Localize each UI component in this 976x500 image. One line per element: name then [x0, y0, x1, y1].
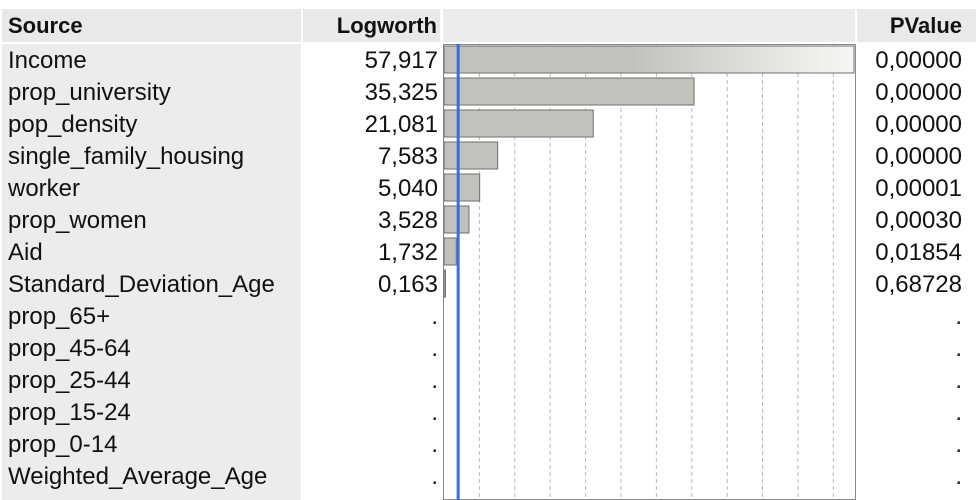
logworth-column-header[interactable]: Logworth	[303, 9, 440, 42]
logworth-plot-header	[443, 9, 855, 42]
source-column: Income prop_university pop_density single_f…	[2, 44, 301, 500]
source-cell[interactable]: prop_65+	[8, 303, 111, 330]
source-cell[interactable]: prop_women	[8, 207, 147, 234]
logworth-cell: .	[431, 303, 438, 330]
logworth-cell: .	[431, 463, 438, 490]
pvalue-cell: 0,00000	[875, 79, 962, 106]
source-cell[interactable]: pop_density	[8, 111, 138, 138]
logworth-cell: 1,732	[377, 239, 438, 266]
logworth-cell: .	[431, 335, 438, 362]
source-column-header[interactable]: Source	[2, 9, 301, 42]
pvalue-cell: .	[955, 463, 962, 490]
logworth-cell: 57,917	[364, 47, 438, 74]
bar-aid	[443, 237, 457, 266]
logworth-cell: .	[431, 367, 438, 394]
logworth-column: 57,917 35,325 21,081 7,583 5,040 3,528 1,732 0,…	[303, 44, 438, 500]
logworth-cell: 5,040	[377, 175, 438, 202]
source-cell[interactable]: Income	[8, 47, 87, 74]
bar-single-family-housing	[443, 141, 499, 170]
logworth-cell: 21,081	[364, 111, 438, 138]
logworth-cell: 35,325	[364, 79, 438, 106]
pvalue-cell: .	[955, 367, 962, 394]
bar-prop-university	[443, 77, 695, 106]
source-cell[interactable]: Aid	[8, 239, 43, 266]
source-cell[interactable]: prop_15-24	[8, 399, 131, 426]
pvalue-cell: 0,01854	[875, 239, 962, 266]
pvalue-cell: 0,68728	[875, 271, 962, 298]
logworth-bar-chart	[443, 44, 856, 500]
logworth-cell: 0,163	[377, 271, 438, 298]
bar-standard-deviation-age	[443, 269, 446, 298]
source-cell[interactable]: Weighted_Average_Age	[8, 463, 268, 490]
source-cell[interactable]: worker	[8, 175, 81, 202]
source-cell[interactable]: Standard_Deviation_Age	[8, 271, 275, 298]
source-cell[interactable]: prop_university	[8, 79, 171, 106]
bar-income	[443, 45, 855, 74]
pvalue-cell: .	[955, 303, 962, 330]
bar-prop-women	[443, 205, 470, 234]
logworth-cell: .	[431, 399, 438, 426]
pvalue-cell: 0,00001	[875, 175, 962, 202]
pvalue-column-header[interactable]: PValue	[857, 9, 976, 42]
bar-pop-density	[443, 109, 594, 138]
logworth-cell: 7,583	[377, 143, 438, 170]
source-cell[interactable]: prop_45-64	[8, 335, 131, 362]
pvalue-cell: .	[955, 335, 962, 362]
pvalue-cell: 0,00000	[875, 47, 962, 74]
source-cell[interactable]: single_family_housing	[8, 143, 245, 170]
pvalue-column: 0,00000 0,00000 0,00000 0,00000 0,00001 0,000…	[860, 44, 962, 500]
pvalue-cell: 0,00000	[875, 111, 962, 138]
logworth-cell: .	[431, 431, 438, 458]
pvalue-cell: .	[955, 431, 962, 458]
source-cell[interactable]: prop_0-14	[8, 431, 118, 458]
pvalue-cell: 0,00000	[875, 143, 962, 170]
source-cell[interactable]: prop_25-44	[8, 367, 131, 394]
pvalue-cell: .	[955, 399, 962, 426]
bar-worker	[443, 173, 481, 202]
pvalue-cell: 0,00030	[875, 207, 962, 234]
logworth-cell: 3,528	[377, 207, 438, 234]
